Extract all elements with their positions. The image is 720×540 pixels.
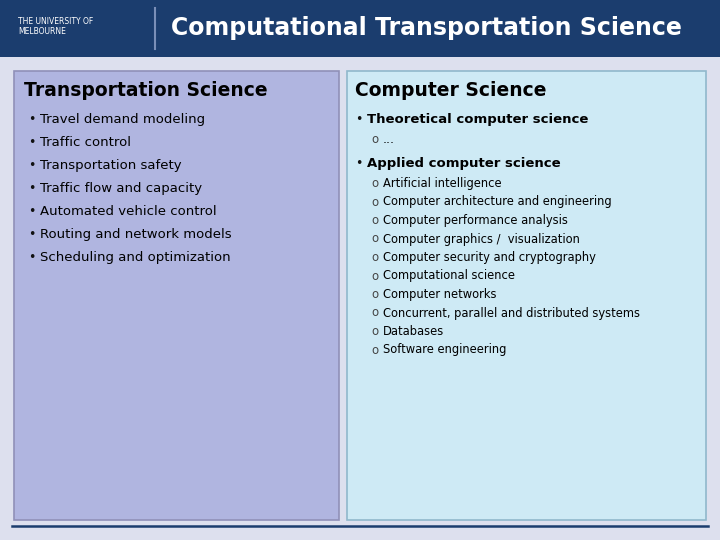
Text: Scheduling and optimization: Scheduling and optimization (40, 251, 230, 264)
Text: Transportation Science: Transportation Science (24, 81, 268, 100)
Text: o: o (371, 269, 378, 282)
Text: Concurrent, parallel and distributed systems: Concurrent, parallel and distributed sys… (383, 307, 640, 320)
Text: o: o (371, 343, 378, 356)
Text: Travel demand modeling: Travel demand modeling (40, 113, 205, 126)
Text: ...: ... (383, 133, 395, 146)
Text: THE UNIVERSITY OF: THE UNIVERSITY OF (18, 17, 94, 26)
Text: Databases: Databases (383, 325, 444, 338)
Text: Artificial intelligence: Artificial intelligence (383, 177, 502, 190)
Text: •: • (28, 228, 35, 241)
FancyBboxPatch shape (347, 71, 706, 520)
Text: o: o (371, 251, 378, 264)
Text: Traffic control: Traffic control (40, 136, 131, 149)
Text: Computer security and cryptography: Computer security and cryptography (383, 251, 596, 264)
Text: •: • (28, 136, 35, 149)
Text: o: o (371, 214, 378, 227)
Text: o: o (371, 288, 378, 301)
Text: •: • (355, 113, 362, 126)
Text: Computer networks: Computer networks (383, 288, 497, 301)
Text: MELBOURNE: MELBOURNE (18, 27, 66, 36)
Text: •: • (28, 205, 35, 218)
Text: •: • (28, 251, 35, 264)
Text: o: o (371, 307, 378, 320)
Text: Computer Science: Computer Science (355, 81, 546, 100)
Text: Automated vehicle control: Automated vehicle control (40, 205, 217, 218)
FancyBboxPatch shape (0, 0, 720, 57)
Text: Computational science: Computational science (383, 269, 515, 282)
Text: Routing and network models: Routing and network models (40, 228, 232, 241)
Text: Transportation safety: Transportation safety (40, 159, 181, 172)
Text: o: o (371, 233, 378, 246)
FancyBboxPatch shape (14, 71, 339, 520)
Text: Applied computer science: Applied computer science (367, 157, 561, 170)
Text: o: o (371, 325, 378, 338)
Text: o: o (371, 133, 378, 146)
Text: •: • (28, 113, 35, 126)
Text: Computer architecture and engineering: Computer architecture and engineering (383, 195, 611, 208)
Text: Software engineering: Software engineering (383, 343, 506, 356)
Text: Computer graphics /  visualization: Computer graphics / visualization (383, 233, 580, 246)
Text: Computer performance analysis: Computer performance analysis (383, 214, 568, 227)
Text: •: • (355, 157, 362, 170)
Text: o: o (371, 195, 378, 208)
Text: Traffic flow and capacity: Traffic flow and capacity (40, 182, 202, 195)
Text: o: o (371, 177, 378, 190)
Text: •: • (28, 159, 35, 172)
Text: •: • (28, 182, 35, 195)
Text: Theoretical computer science: Theoretical computer science (367, 113, 588, 126)
Text: Computational Transportation Science: Computational Transportation Science (171, 17, 682, 40)
